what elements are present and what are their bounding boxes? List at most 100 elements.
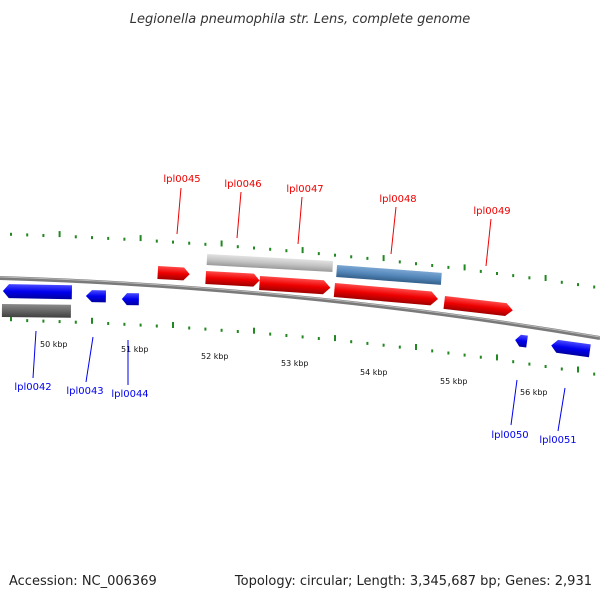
minor-tick <box>528 276 531 280</box>
kbp-label-52: 52 kbp <box>201 352 229 361</box>
major-tick <box>463 264 466 271</box>
minor-tick <box>560 367 563 371</box>
minor-tick <box>285 334 288 337</box>
kbp-label-51: 51 kbp <box>121 345 149 354</box>
kbp-label-56: 56 kbp <box>520 388 548 397</box>
minor-tick <box>317 252 320 256</box>
gene-arrow-lpl0045a[interactable] <box>157 266 190 281</box>
minor-tick <box>479 355 482 359</box>
minor-tick <box>269 332 272 336</box>
bottom-tick-row <box>10 315 596 376</box>
forward-callouts <box>176 187 492 267</box>
gene-arrow-lpl0042[interactable] <box>2 284 73 300</box>
minor-tick <box>74 235 77 239</box>
minor-tick <box>350 340 353 344</box>
gene-arrow-lpl0048[interactable] <box>443 296 514 317</box>
major-tick <box>91 317 93 324</box>
minor-tick <box>285 249 288 253</box>
minor-tick <box>269 247 272 251</box>
minor-tick <box>496 272 498 275</box>
feature-bar-dark[interactable] <box>1 304 71 318</box>
minor-tick <box>204 327 207 331</box>
major-tick <box>382 255 385 262</box>
gene-arrow-lpl0051[interactable] <box>550 339 591 358</box>
minor-tick <box>236 330 239 333</box>
major-tick <box>415 344 417 350</box>
major-tick <box>58 231 61 238</box>
minor-tick <box>188 241 191 245</box>
topology-summary: Topology: circular; Length: 3,345,687 bp… <box>234 574 592 589</box>
major-tick <box>139 235 142 242</box>
minor-tick <box>447 351 450 355</box>
gene-label-lpl0049[interactable]: lpl0049 <box>473 206 510 217</box>
gene-label-lpl0051[interactable]: lpl0051 <box>539 435 576 446</box>
top-tick-row <box>10 231 596 289</box>
minor-tick <box>236 245 239 249</box>
minor-tick <box>317 337 320 340</box>
genome-backbone <box>0 276 600 340</box>
gene-label-lpl0042[interactable]: lpl0042 <box>14 382 51 393</box>
minor-tick <box>107 322 110 325</box>
major-tick <box>172 322 174 328</box>
map-title: Legionella pneumophila str. Lens, comple… <box>130 12 471 27</box>
gene-arrow-lpl0045[interactable] <box>205 271 260 287</box>
minor-tick <box>398 260 401 264</box>
gene-arrow-lpl0050[interactable] <box>514 334 528 348</box>
major-tick <box>577 366 579 373</box>
gene-arrow-lpl0046[interactable] <box>259 276 331 295</box>
minor-tick <box>593 372 596 376</box>
minor-tick <box>155 324 158 328</box>
gene-label-lpl0047[interactable]: lpl0047 <box>286 184 323 195</box>
minor-tick <box>26 319 29 323</box>
minor-tick <box>431 349 434 353</box>
gene-label-lpl0043[interactable]: lpl0043 <box>66 386 103 397</box>
minor-tick <box>253 246 255 250</box>
minor-tick <box>139 323 142 327</box>
minor-tick <box>123 322 126 326</box>
minor-tick <box>220 328 223 332</box>
minor-tick <box>188 326 191 330</box>
kbp-label-50: 50 kbp <box>40 340 68 349</box>
minor-tick <box>398 345 401 349</box>
gene-label-lpl0048[interactable]: lpl0048 <box>379 194 416 205</box>
major-tick <box>544 275 547 281</box>
feature-bar-gray[interactable] <box>206 254 334 273</box>
gene-arrow-lpl0044[interactable] <box>121 293 139 306</box>
kbp-label-53: 53 kbp <box>281 359 309 368</box>
gene-arrow-lpl0043[interactable] <box>85 290 106 303</box>
minor-tick <box>544 365 547 368</box>
minor-tick <box>512 360 515 364</box>
kbp-label-54: 54 kbp <box>360 368 388 377</box>
minor-tick <box>366 256 369 260</box>
feature-bar-blue[interactable] <box>336 265 442 285</box>
minor-tick <box>560 280 563 284</box>
reverse-gene-labels: lpl0042 lpl0043 lpl0044 lpl0050 lpl0051 <box>14 382 576 446</box>
minor-tick <box>431 264 434 267</box>
kbp-axis: 50 kbp 51 kbp 52 kbp 53 kbp 54 kbp 55 kb… <box>40 340 548 397</box>
minor-tick <box>463 353 466 357</box>
minor-tick <box>10 232 12 236</box>
accession-label: Accession: NC_006369 <box>9 574 157 589</box>
minor-tick <box>204 242 207 246</box>
major-tick <box>334 335 336 342</box>
minor-tick <box>528 362 531 366</box>
gene-label-lpl0044[interactable]: lpl0044 <box>111 389 148 400</box>
minor-tick <box>415 262 417 266</box>
gene-label-lpl0050[interactable]: lpl0050 <box>491 430 528 441</box>
minor-tick <box>334 253 336 257</box>
minor-tick <box>107 236 110 240</box>
gene-arrow-lpl0047[interactable] <box>333 283 439 306</box>
gene-label-lpl0046[interactable]: lpl0046 <box>224 179 261 190</box>
minor-tick <box>42 234 45 237</box>
gene-label-lpl0045[interactable]: lpl0045 <box>163 174 200 185</box>
minor-tick <box>593 285 596 289</box>
minor-tick <box>301 335 304 339</box>
minor-tick <box>350 255 353 259</box>
minor-tick <box>172 240 174 244</box>
minor-tick <box>479 269 482 273</box>
minor-tick <box>74 320 77 324</box>
major-tick <box>253 327 255 334</box>
major-tick <box>301 247 304 254</box>
minor-tick <box>447 265 450 269</box>
